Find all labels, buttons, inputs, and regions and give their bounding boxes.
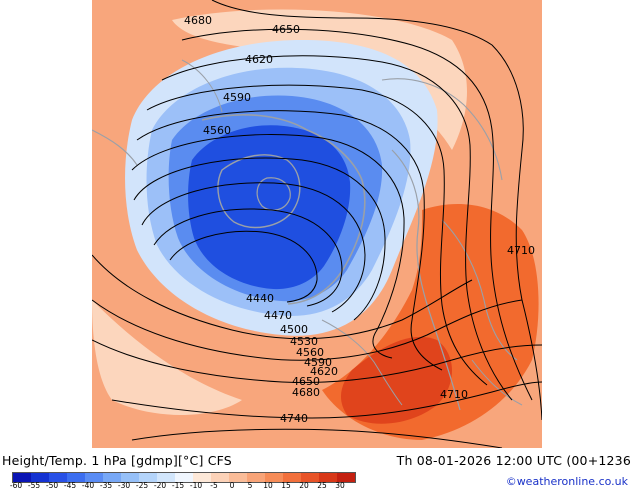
colorbar-label: -25 [135, 481, 149, 490]
colorbar-label: 5 [247, 481, 253, 490]
warm-light-region [172, 9, 467, 150]
contour-label: 4590 [304, 356, 332, 369]
colorbar-label: -60 [9, 481, 23, 490]
colorbar-label: -35 [99, 481, 113, 490]
contour-label: 4620 [310, 365, 338, 378]
colorbar-cell [13, 473, 31, 482]
colorbar-label: 20 [299, 481, 309, 490]
colorbar-label: -45 [63, 481, 77, 490]
colorbar-cell [193, 473, 211, 482]
colorbar-label: 0 [229, 481, 235, 490]
colorbar-cell [265, 473, 283, 482]
contour-label: 4710 [507, 244, 535, 257]
map-canvas: 4680 4650 4620 4590 4560 4440 4470 4500 … [92, 0, 542, 448]
colorbar-cell [121, 473, 139, 482]
colorbar-label: -5 [210, 481, 218, 490]
credit-link[interactable]: ©weatheronline.co.uk [505, 475, 628, 488]
contour-label: 4590 [223, 91, 251, 104]
colorbar-label: 25 [317, 481, 327, 490]
contour-label: 4680 [184, 14, 212, 27]
colorbar-label: -20 [153, 481, 167, 490]
colorbar-cell [157, 473, 175, 482]
colorbar-cell [319, 473, 337, 482]
contour-label: 4560 [296, 346, 324, 359]
colorbar-label: -15 [171, 481, 185, 490]
contour-label: 4530 [290, 335, 318, 348]
colorbar-cell [49, 473, 67, 482]
warm-light-region-2 [92, 300, 242, 415]
contour-label: 4560 [203, 124, 231, 137]
colorbar-label: -10 [189, 481, 203, 490]
colorbar-cell [247, 473, 265, 482]
colorbar-label: -30 [117, 481, 131, 490]
colorbar-cell [175, 473, 193, 482]
contour-label: 4680 [292, 386, 320, 399]
map-title: Height/Temp. 1 hPa [gdmp][°C] CFS [2, 453, 232, 468]
weather-map: 4680 4650 4620 4590 4560 4440 4470 4500 … [92, 0, 542, 448]
colorbar-cell [211, 473, 229, 482]
contour-label: 4440 [246, 292, 274, 305]
colorbar-cell [103, 473, 121, 482]
contour-label: 4470 [264, 309, 292, 322]
colorbar-cell [139, 473, 157, 482]
contour-label: 4500 [280, 323, 308, 336]
footer-bar: Height/Temp. 1 hPa [gdmp][°C] CFS Th 08-… [0, 448, 634, 490]
valid-time: Th 08-01-2026 12:00 UTC (00+1236 [396, 453, 631, 468]
colorbar [12, 472, 356, 483]
colorbar-cell [67, 473, 85, 482]
colorbar-cell [301, 473, 319, 482]
contour-label: 4740 [280, 412, 308, 425]
contour-label: 4710 [440, 388, 468, 401]
contour-label: 4650 [292, 375, 320, 388]
colorbar-label: -55 [27, 481, 41, 490]
colorbar-label: 15 [281, 481, 291, 490]
colorbar-cell [229, 473, 247, 482]
colorbar-label: -50 [45, 481, 59, 490]
colorbar-cell [337, 473, 355, 482]
height-contours [92, 0, 542, 448]
contour-label: 4620 [245, 53, 273, 66]
colorbar-cell [85, 473, 103, 482]
colorbar-cell [283, 473, 301, 482]
colorbar-label: 30 [335, 481, 345, 490]
coastlines [92, 59, 523, 411]
colorbar-labels: -60 -55 -50 -45 -40 -35 -30 -25 -20 -15 -10 -5 0 5 10 1… [9, 481, 358, 490]
contour-labels: 4680 4650 4620 4590 4560 4440 4470 4500 … [184, 14, 535, 425]
contour-label: 4650 [272, 23, 300, 36]
colorbar-label: 10 [263, 481, 273, 490]
colorbar-label: -40 [81, 481, 95, 490]
colorbar-cell [31, 473, 49, 482]
